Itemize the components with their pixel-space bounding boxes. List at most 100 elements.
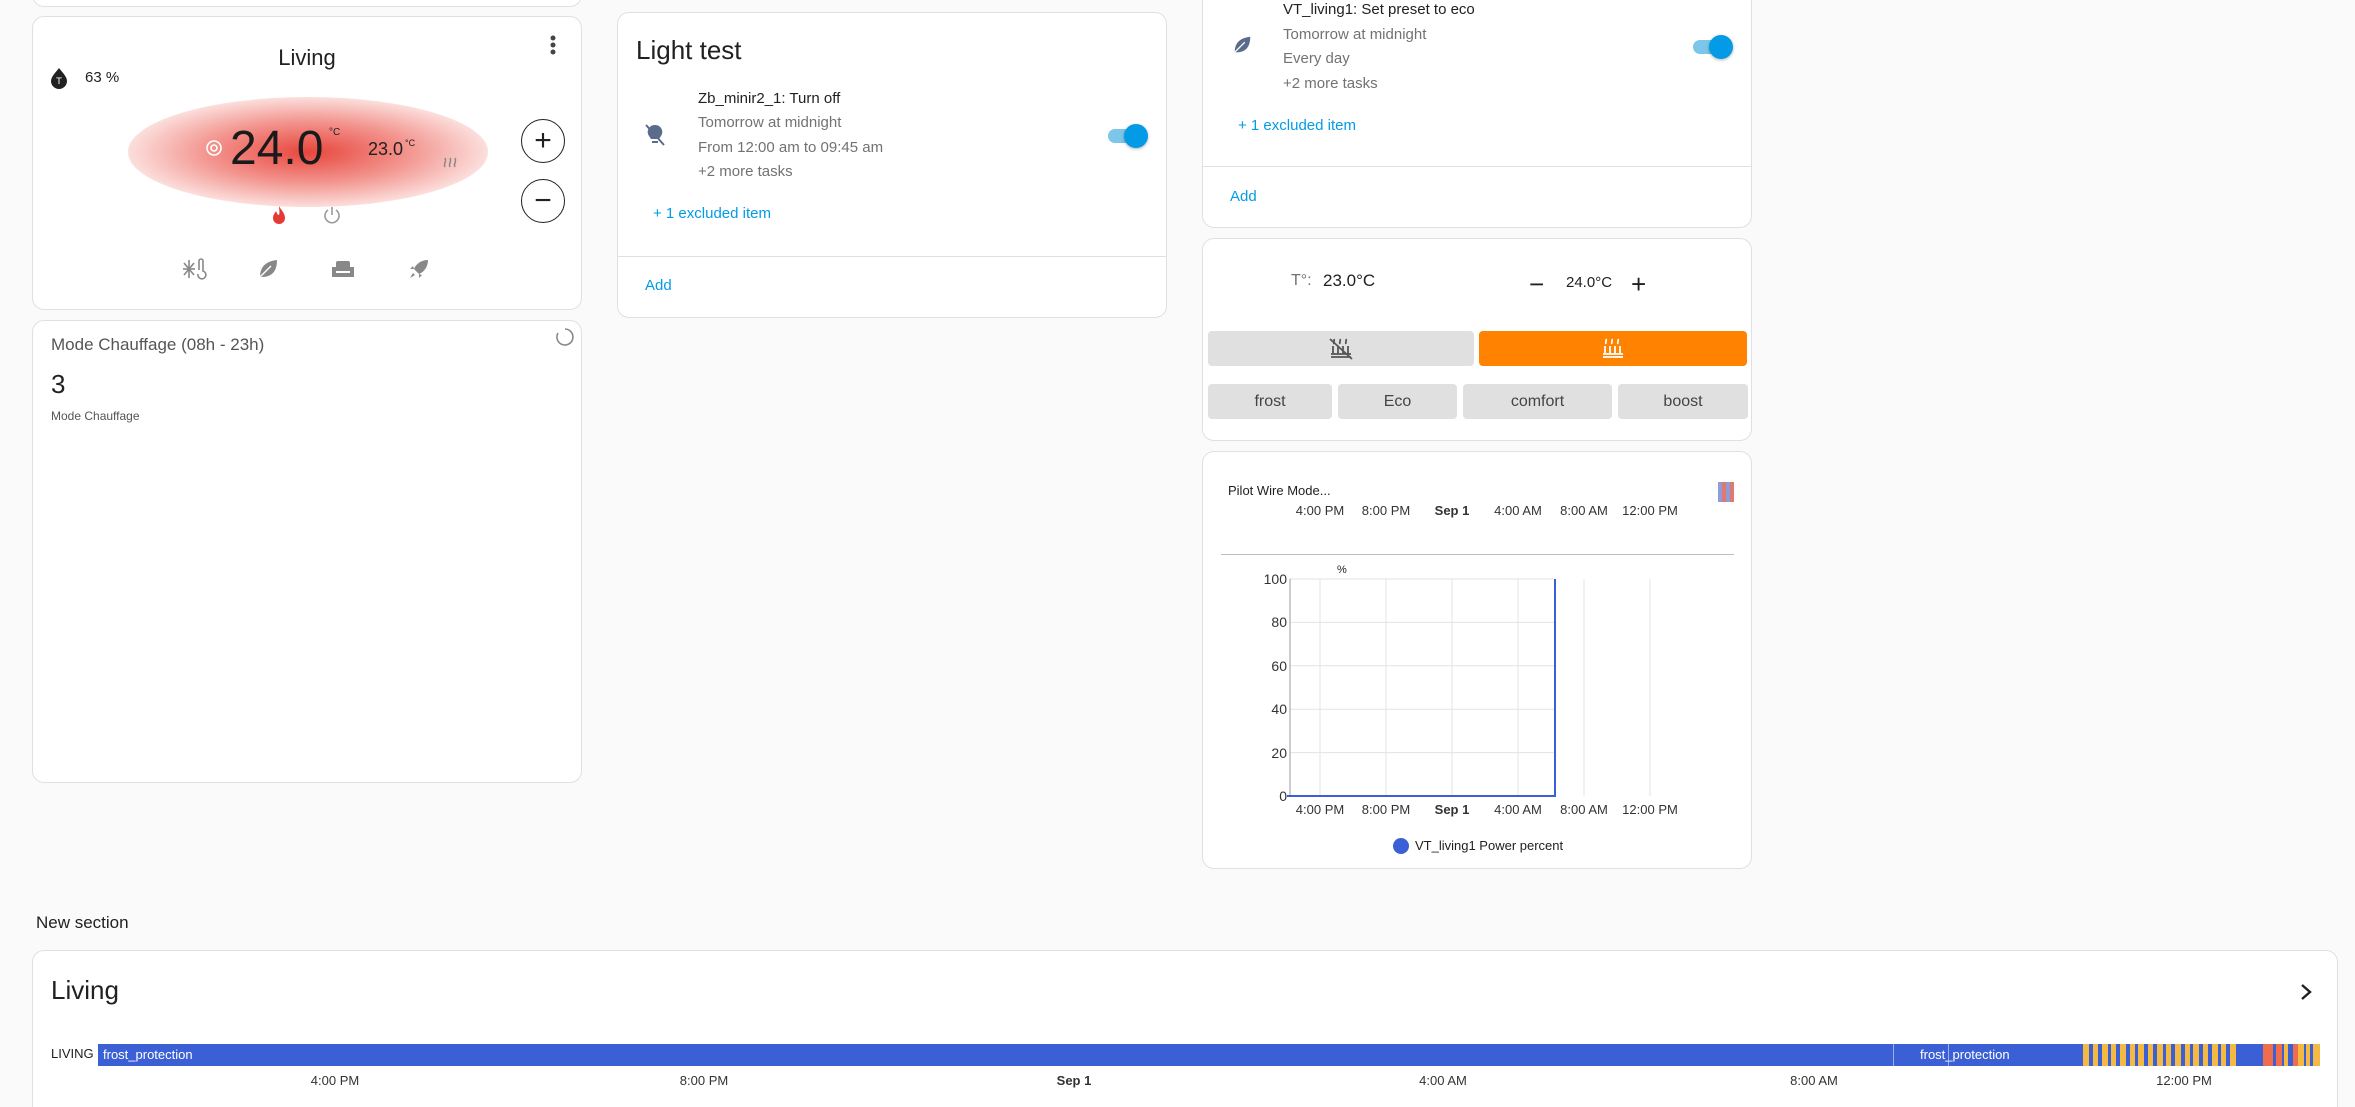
y-tick-label: 0 (1279, 788, 1287, 804)
timeline-tick-label: Sep 1 (1434, 503, 1470, 518)
state-segment-comfort[interactable] (2148, 1044, 2153, 1066)
state-segment-comfort[interactable] (2120, 1044, 2126, 1066)
preset-frost-button[interactable]: frost (1208, 384, 1332, 419)
schedule-excluded-link[interactable]: + 1 excluded item (1238, 117, 1356, 134)
state-separator (1893, 1044, 1894, 1066)
timeline-tick-label: 4:00 PM (1295, 503, 1345, 518)
living-state-bar[interactable]: frost_protection frost_protection (98, 1044, 2320, 1066)
setpoint-increase-button[interactable]: + (1631, 269, 1647, 299)
current-unit: °C (405, 138, 416, 148)
state-segment-comfort[interactable] (2313, 1044, 2320, 1066)
add-button[interactable]: Add (645, 277, 672, 294)
target-mode-icon (205, 139, 223, 157)
living-tick-label: 12:00 PM (2156, 1073, 2212, 1088)
svg-text:T: T (55, 77, 62, 87)
state-segment-comfort[interactable] (2083, 1044, 2089, 1066)
hvac-heat-button[interactable] (1479, 331, 1747, 366)
state-segment-comfort[interactable] (2157, 1044, 2163, 1066)
state-separator (1948, 1044, 1949, 1066)
living-tick-label: Sep 1 (1056, 1073, 1092, 1088)
boost-preset-icon[interactable] (407, 257, 431, 281)
task-time: Tomorrow at midnight (698, 114, 842, 131)
mode-label: Mode Chauffage (51, 409, 140, 423)
x-tick-label: 4:00 AM (1494, 802, 1542, 817)
schedule-add-button[interactable]: Add (1230, 188, 1257, 205)
preset-comfort-button[interactable]: comfort (1463, 384, 1612, 419)
legend-series-dot[interactable] (1393, 838, 1409, 854)
temperature-label: T°: (1291, 272, 1312, 289)
task-range: From 12:00 am to 09:45 am (698, 139, 884, 156)
chevron-right-icon[interactable] (2299, 983, 2313, 1001)
current-temperature: 23.0 (368, 139, 404, 159)
light-test-title: Light test (636, 35, 742, 65)
state-segment-comfort[interactable] (2306, 1044, 2310, 1066)
frost-preset-icon[interactable] (181, 257, 207, 281)
living-tick-label: 8:00 AM (1790, 1073, 1838, 1088)
target-temperature: 24.0 (230, 122, 324, 175)
series-line (1287, 579, 1556, 797)
state-segment-comfort[interactable] (2230, 1044, 2236, 1066)
increase-button[interactable]: + (521, 119, 565, 163)
state-segment-comfort[interactable] (2175, 1044, 2181, 1066)
mini-timeline-bar[interactable] (1718, 482, 1734, 502)
eco-preset-icon[interactable] (256, 257, 280, 281)
state-segment-comfort[interactable] (2185, 1044, 2190, 1066)
state-segment-comfort[interactable] (2284, 1044, 2288, 1066)
state-segment-comfort[interactable] (2193, 1044, 2199, 1066)
schedule-task-more: +2 more tasks (1283, 75, 1378, 92)
state-segment-comfort[interactable] (2212, 1044, 2218, 1066)
light-off-icon (644, 123, 666, 147)
x-tick-label: Sep 1 (1434, 802, 1470, 817)
state-segment-comfort[interactable] (2093, 1044, 2098, 1066)
schedule-task-toggle[interactable] (1689, 35, 1733, 59)
state-segment-comfort[interactable] (2166, 1044, 2171, 1066)
decrease-button[interactable]: − (521, 179, 565, 223)
setpoint-value: 24.0°C (1566, 274, 1613, 291)
timeline-row-label: LIVING (51, 1046, 94, 1061)
state-segment-comfort[interactable] (2298, 1044, 2304, 1066)
state-label-frost-1: frost_protection (103, 1047, 193, 1062)
top-card-partial (32, 0, 582, 7)
history-card: Pilot Wire Mode... 4:00 PM 8:00 PM Sep 1 4:… (1202, 451, 1752, 869)
hvac-off-button[interactable] (1208, 331, 1474, 366)
state-segment-comfort[interactable] (2138, 1044, 2144, 1066)
eco-leaf-icon (1231, 34, 1253, 56)
power-percent-chart (1287, 578, 1651, 797)
living-timeline-card: Living LIVING frost_protection frost_pro… (32, 950, 2338, 1107)
state-segment-comfort[interactable] (2221, 1044, 2226, 1066)
state-segment-boost[interactable] (2293, 1044, 2298, 1066)
preset-eco-button[interactable]: Eco (1338, 384, 1457, 419)
state-segment-comfort[interactable] (2111, 1044, 2116, 1066)
living-tick-label: 8:00 PM (679, 1073, 729, 1088)
excluded-item-link[interactable]: + 1 excluded item (653, 205, 771, 222)
legend-series-label[interactable]: VT_living1 Power percent (1415, 838, 1564, 853)
preset-boost-button[interactable]: boost (1618, 384, 1748, 419)
light-test-card: Light test Zb_minir2_1: Turn off Tomorro… (617, 12, 1167, 318)
state-segment-comfort[interactable] (2203, 1044, 2208, 1066)
task-more: +2 more tasks (698, 163, 793, 180)
task-name: Zb_minir2_1: Turn off (698, 90, 841, 107)
comfort-preset-icon[interactable] (330, 259, 356, 279)
living-tick-label: 4:00 PM (310, 1073, 360, 1088)
thermostat-title: Living (278, 45, 336, 70)
timeline-tick-label: 4:00 AM (1494, 503, 1542, 518)
state-segment-boost[interactable] (2276, 1044, 2282, 1066)
y-tick-label: 60 (1271, 657, 1287, 674)
schedule-task-name: VT_living1: Set preset to eco (1283, 1, 1475, 18)
heating-flame-icon (270, 205, 288, 225)
x-tick-label: 8:00 PM (1361, 802, 1411, 817)
setpoint-decrease-button[interactable]: − (1529, 269, 1545, 299)
power-icon[interactable] (323, 205, 341, 225)
state-label-frost-2: frost_protection (1920, 1047, 2010, 1062)
state-segment-boost[interactable] (2263, 1044, 2273, 1066)
humidity-icon: T (49, 67, 69, 89)
section-title: New section (36, 913, 129, 932)
living-tick-label: 4:00 AM (1419, 1073, 1467, 1088)
state-segment-comfort[interactable] (2102, 1044, 2108, 1066)
more-options-icon[interactable] (548, 33, 558, 57)
pilot-wire-card: T°: 23.0°C − 24.0°C + frost Eco comfort … (1202, 238, 1752, 441)
light-task-toggle[interactable] (1104, 124, 1148, 148)
timeline-label: Pilot Wire Mode... (1228, 483, 1331, 498)
mode-chauffage-card: Mode Chauffage (08h - 23h) 3 Mode Chauff… (32, 320, 582, 783)
state-segment-comfort[interactable] (2130, 1044, 2135, 1066)
